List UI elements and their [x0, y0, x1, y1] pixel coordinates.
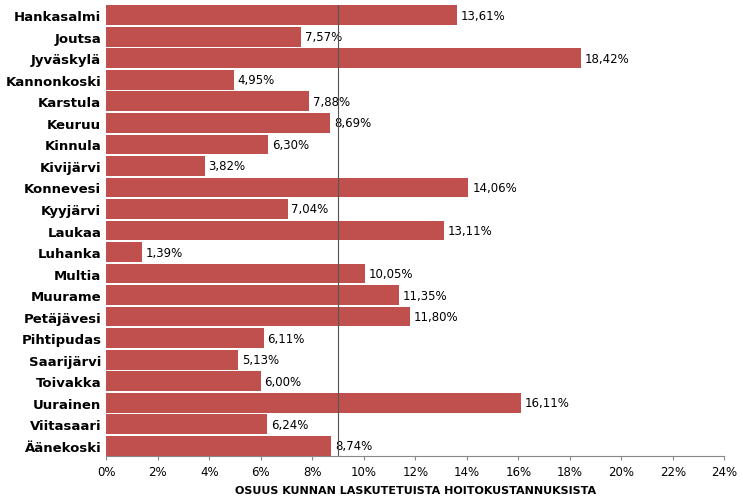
Bar	[106, 135, 268, 155]
Text: 4,95%: 4,95%	[238, 74, 275, 87]
Bar	[106, 329, 264, 348]
Text: 8,74%: 8,74%	[335, 439, 372, 452]
Text: 16,11%: 16,11%	[525, 396, 570, 409]
Text: 11,80%: 11,80%	[414, 311, 458, 324]
Text: 10,05%: 10,05%	[369, 268, 413, 281]
Text: 6,24%: 6,24%	[270, 418, 308, 431]
Text: 14,06%: 14,06%	[473, 181, 517, 194]
Text: 1,39%: 1,39%	[146, 246, 183, 259]
Bar	[106, 242, 142, 263]
Bar	[106, 114, 330, 134]
Bar	[106, 307, 410, 327]
Bar	[106, 372, 261, 391]
Bar	[106, 92, 309, 112]
Bar	[106, 157, 204, 176]
Text: 6,11%: 6,11%	[267, 332, 305, 345]
Text: 7,04%: 7,04%	[291, 203, 328, 216]
Text: 7,57%: 7,57%	[305, 31, 343, 44]
Text: 3,82%: 3,82%	[209, 160, 245, 173]
Bar	[106, 286, 398, 306]
Text: 7,88%: 7,88%	[313, 96, 350, 109]
Bar	[106, 7, 457, 26]
Text: 8,69%: 8,69%	[334, 117, 371, 130]
Bar	[106, 264, 365, 284]
Bar	[106, 28, 301, 48]
Bar	[106, 436, 331, 456]
Text: 18,42%: 18,42%	[585, 53, 629, 66]
Bar	[106, 393, 521, 413]
X-axis label: OSUUS KUNNAN LASKUTETUISTA HOITOKUSTANNUKSISTA: OSUUS KUNNAN LASKUTETUISTA HOITOKUSTANNU…	[235, 485, 596, 495]
Text: 11,35%: 11,35%	[403, 289, 447, 302]
Bar	[106, 71, 234, 91]
Bar	[106, 221, 444, 241]
Bar	[106, 178, 468, 198]
Bar	[106, 200, 288, 219]
Text: 5,13%: 5,13%	[242, 353, 279, 366]
Text: 13,11%: 13,11%	[448, 224, 493, 237]
Text: 6,00%: 6,00%	[265, 375, 302, 388]
Text: 13,61%: 13,61%	[461, 10, 505, 23]
Bar	[106, 350, 239, 370]
Text: 6,30%: 6,30%	[273, 139, 309, 152]
Bar	[106, 414, 267, 434]
Bar	[106, 50, 580, 69]
